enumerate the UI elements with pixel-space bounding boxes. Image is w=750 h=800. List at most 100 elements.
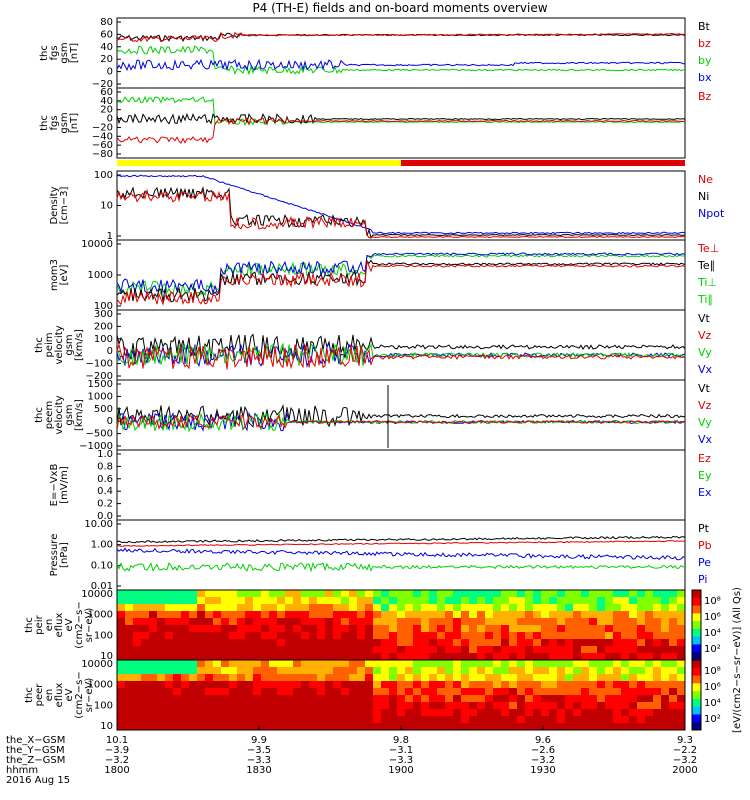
legend-bx: bx bbox=[698, 71, 712, 84]
spectro-cell bbox=[669, 674, 678, 682]
spectro-cell bbox=[653, 688, 662, 696]
spectro-cell bbox=[277, 597, 286, 605]
spectro-cell bbox=[421, 590, 430, 598]
spectro-cell bbox=[141, 723, 150, 731]
ytick-label: 1.00 bbox=[91, 540, 113, 551]
spectro-cell bbox=[141, 660, 150, 668]
spectro-cell bbox=[317, 695, 326, 703]
ylabel-line: peer bbox=[34, 683, 45, 707]
spectro-cell bbox=[365, 674, 374, 682]
spectro-cell bbox=[357, 723, 366, 731]
spectro-cell bbox=[605, 723, 614, 731]
spectro-cell bbox=[405, 723, 414, 731]
spectro-cell bbox=[645, 695, 654, 703]
spectro-cell bbox=[173, 604, 182, 612]
spectro-cell bbox=[669, 611, 678, 619]
spectro-cell bbox=[349, 709, 358, 717]
spectro-cell bbox=[493, 681, 502, 689]
spectro-cell bbox=[677, 723, 686, 731]
spectro-cell bbox=[605, 674, 614, 682]
ylabel-line: E=−VxB bbox=[49, 464, 60, 507]
spectro-cell bbox=[485, 618, 494, 626]
ytick-label: −80 bbox=[92, 149, 113, 160]
spectro-cell bbox=[677, 625, 686, 633]
spectro-cell bbox=[517, 695, 526, 703]
spectro-cell bbox=[653, 709, 662, 717]
spectro-cell bbox=[509, 639, 518, 647]
spectro-cell bbox=[197, 667, 206, 675]
spectro-cell bbox=[245, 667, 254, 675]
spectro-cell bbox=[173, 590, 182, 598]
spectro-cell bbox=[309, 653, 318, 661]
xtick-label: −3.9 bbox=[105, 745, 129, 756]
colorbar-band bbox=[692, 613, 701, 622]
spectro-cell bbox=[285, 604, 294, 612]
spectro-cell bbox=[541, 611, 550, 619]
spectro-cell bbox=[405, 590, 414, 598]
spectro-cell bbox=[565, 695, 574, 703]
spectro-cell bbox=[453, 681, 462, 689]
spectro-cell bbox=[413, 716, 422, 724]
spectro-cell bbox=[213, 653, 222, 661]
spectro-cell bbox=[309, 695, 318, 703]
spectro-cell bbox=[613, 646, 622, 654]
spectro-cell bbox=[597, 597, 606, 605]
spectro-cell bbox=[485, 590, 494, 598]
spectro-cell bbox=[413, 632, 422, 640]
ylabel-line: eflux bbox=[54, 613, 65, 638]
ytick-label: 10.00 bbox=[84, 519, 113, 530]
spectro-cell bbox=[373, 681, 382, 689]
ytick-label: 0.2 bbox=[97, 499, 113, 510]
spectro-cell bbox=[285, 674, 294, 682]
spectro-cell bbox=[245, 646, 254, 654]
spectro-cell bbox=[533, 709, 542, 717]
ytick-label: 100 bbox=[94, 170, 113, 181]
spectro-cell bbox=[589, 723, 598, 731]
spectro-cell bbox=[437, 716, 446, 724]
spectro-cell bbox=[669, 618, 678, 626]
spectro-cell bbox=[277, 653, 286, 661]
spectro-cell bbox=[477, 695, 486, 703]
spectro-cell bbox=[397, 716, 406, 724]
spectro-cell bbox=[133, 681, 142, 689]
spectro-cell bbox=[421, 681, 430, 689]
spectro-cell bbox=[373, 597, 382, 605]
spectro-cell bbox=[149, 604, 158, 612]
spectro-cell bbox=[461, 597, 470, 605]
ytick-label: 0.8 bbox=[97, 461, 113, 472]
spectro-cell bbox=[573, 688, 582, 696]
spectro-cell bbox=[149, 702, 158, 710]
spectro-cell bbox=[429, 590, 438, 598]
spectro-cell bbox=[493, 639, 502, 647]
spectro-cell bbox=[125, 709, 134, 717]
series-line-Tiperp bbox=[116, 252, 686, 295]
spectro-cell bbox=[317, 625, 326, 633]
spectro-cell bbox=[181, 618, 190, 626]
spectro-cell bbox=[149, 681, 158, 689]
spectro-cell bbox=[613, 618, 622, 626]
spectro-cell bbox=[125, 660, 134, 668]
series-line-by bbox=[116, 45, 686, 76]
spectro-cell bbox=[477, 590, 486, 598]
spectro-cell bbox=[525, 702, 534, 710]
spectro-cell bbox=[653, 604, 662, 612]
spectro-cell bbox=[661, 667, 670, 675]
spectro-cell bbox=[373, 702, 382, 710]
spectro-cell bbox=[501, 597, 510, 605]
spectro-cell bbox=[149, 709, 158, 717]
spectro-cell bbox=[341, 618, 350, 626]
ylabel-line: Pressure bbox=[49, 534, 60, 577]
spectro-cell bbox=[181, 695, 190, 703]
spectro-cell bbox=[285, 709, 294, 717]
ylabel-line: [mV/m] bbox=[59, 466, 70, 504]
spectro-cell bbox=[221, 646, 230, 654]
spectro-cell bbox=[509, 702, 518, 710]
spectro-cell bbox=[445, 625, 454, 633]
spectro-cell bbox=[637, 597, 646, 605]
spectro-cell bbox=[189, 625, 198, 633]
spectro-cell bbox=[677, 639, 686, 647]
spectro-cell bbox=[285, 625, 294, 633]
spectro-cell bbox=[517, 688, 526, 696]
spectro-cell bbox=[445, 702, 454, 710]
spectro-cell bbox=[317, 653, 326, 661]
